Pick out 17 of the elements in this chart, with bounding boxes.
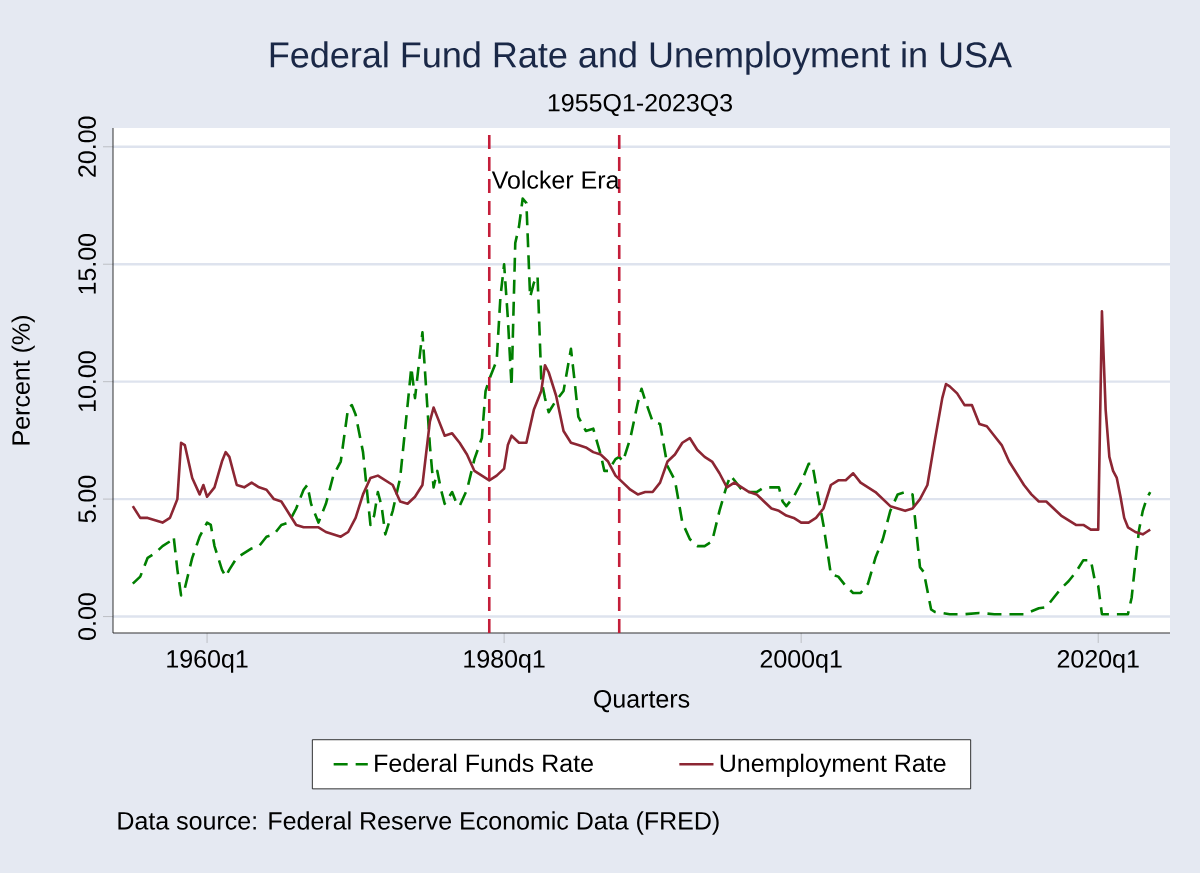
x-tick-label: 1960q1 bbox=[167, 650, 248, 673]
source-note: Data source: Federal Reserve Economic Data (FRED) bbox=[118, 811, 719, 835]
y-tick-label: 5.00 bbox=[78, 475, 96, 523]
annotation: Volcker Era bbox=[491, 170, 620, 189]
y-axis-title: Percent (%) bbox=[11, 316, 35, 445]
y-tick-label: 10.00 bbox=[78, 351, 96, 412]
x-tick-label: 1980q1 bbox=[464, 650, 545, 673]
x-tick-label: 2020q1 bbox=[1057, 650, 1139, 673]
chart-subtitle: 1955Q1-2023Q3 bbox=[548, 93, 732, 117]
x-axis-title: Quarters bbox=[594, 690, 690, 713]
legend-label: Unemployment Rate bbox=[720, 753, 946, 778]
legend-label: Federal Funds Rate bbox=[375, 753, 593, 773]
y-tick-label: 15.00 bbox=[78, 233, 96, 294]
y-tick-label: 0.00 bbox=[78, 593, 96, 640]
y-tick-label: 20.00 bbox=[78, 116, 96, 177]
x-tick-label: 2000q1 bbox=[760, 650, 842, 673]
chart-title: Federal Fund Rate and Unemployment in USA bbox=[270, 41, 1012, 75]
